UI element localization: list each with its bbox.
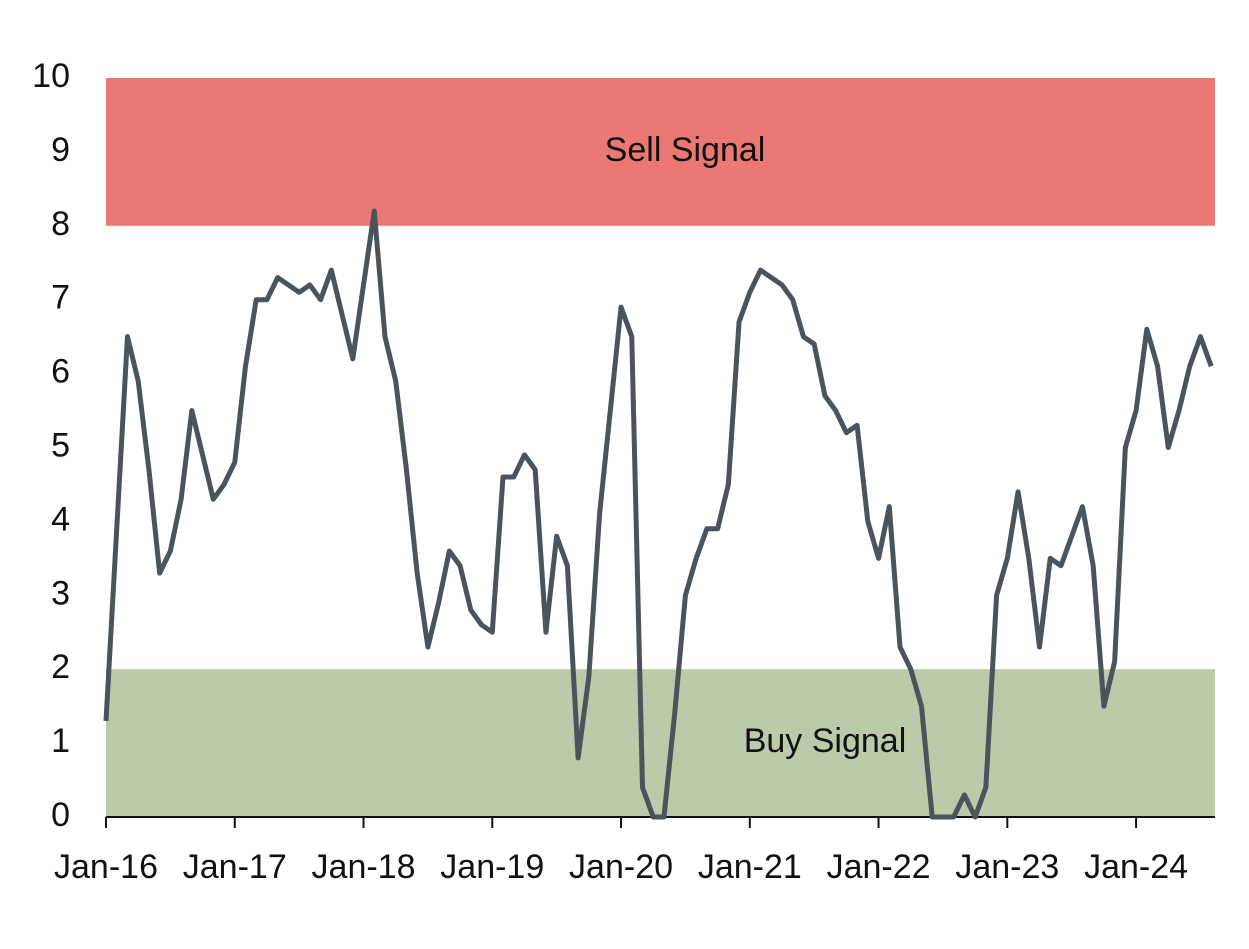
x-tick-label: Jan-16 <box>54 848 158 886</box>
y-tick-label: 2 <box>51 648 70 686</box>
x-tick-label: Jan-23 <box>955 848 1059 886</box>
y-tick-label: 9 <box>51 131 70 169</box>
x-tick-label: Jan-21 <box>698 848 802 886</box>
x-tick-label: Jan-24 <box>1084 848 1188 886</box>
y-tick-label: 6 <box>51 353 70 391</box>
zone-label: Sell Signal <box>605 131 766 169</box>
zone-label: Buy Signal <box>744 722 907 760</box>
series-line <box>103 208 1214 820</box>
y-tick-label: 1 <box>51 722 70 760</box>
x-tick-label: Jan-22 <box>827 848 931 886</box>
x-tick-label: Jan-18 <box>312 848 416 886</box>
y-tick-label: 4 <box>51 500 70 538</box>
signal-zone <box>106 669 1215 817</box>
y-tick-label: 5 <box>51 426 70 464</box>
signal-zone <box>106 78 1215 226</box>
y-tick-label: 8 <box>51 205 70 243</box>
x-tick-label: Jan-20 <box>569 848 673 886</box>
x-tick-label: Jan-17 <box>183 848 287 886</box>
y-tick-label: 10 <box>32 57 70 95</box>
x-tick-label: Jan-19 <box>440 848 544 886</box>
y-tick-label: 0 <box>51 796 70 834</box>
y-tick-label: 7 <box>51 279 70 317</box>
y-tick-label: 3 <box>51 574 70 612</box>
